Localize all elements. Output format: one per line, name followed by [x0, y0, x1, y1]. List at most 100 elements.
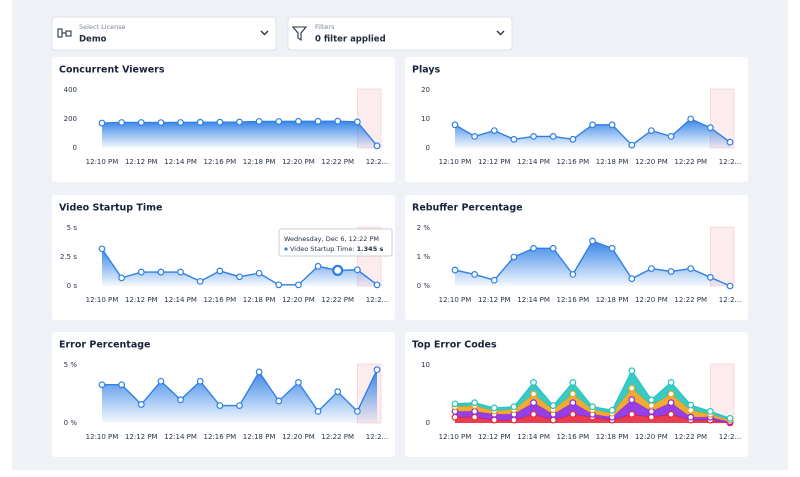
- chart-title: Error Percentage: [59, 340, 151, 351]
- data-point: [157, 119, 165, 127]
- data-point: [295, 281, 302, 289]
- x-tick-label: 12:20 PM: [282, 158, 315, 166]
- data-point: [98, 119, 106, 127]
- data-point: [157, 377, 165, 385]
- x-tick-label: 12:14 PM: [164, 296, 197, 304]
- x-tick-label: 12:16 PM: [557, 158, 590, 166]
- data-point: [177, 119, 184, 126]
- data-point: [118, 381, 126, 389]
- select-value: Demo: [79, 35, 107, 45]
- y-tick-label: 0 %: [417, 282, 431, 290]
- tooltip-line: Video Startup Time: 1.345 s: [290, 245, 383, 253]
- chart-card: [405, 57, 748, 182]
- y-tick-label: 0 s: [67, 282, 78, 290]
- tooltip-box: [278, 228, 393, 257]
- data-point: [648, 265, 655, 273]
- data-point: [510, 403, 518, 411]
- x-tick-label: 12:18 PM: [596, 158, 629, 166]
- data-point: [667, 379, 675, 386]
- data-point: [667, 390, 675, 398]
- data-point: [334, 388, 342, 396]
- x-tick-label: 12:20 PM: [282, 433, 315, 441]
- y-tick-label: 2 %: [417, 224, 431, 232]
- data-point: [510, 253, 518, 261]
- data-point: [490, 404, 498, 412]
- data-point: [628, 275, 636, 283]
- data-point: [687, 413, 695, 421]
- area: [455, 119, 730, 148]
- x-tick-label: 12:12 PM: [125, 433, 158, 441]
- y-tick-label: 2.5 s: [60, 253, 77, 261]
- data-point: [589, 237, 596, 245]
- data-point: [196, 277, 204, 285]
- data-point: [530, 390, 537, 398]
- data-point: [314, 408, 322, 415]
- data-point: [216, 118, 224, 126]
- y-tick-label: 0: [426, 419, 430, 427]
- data-point: [314, 262, 322, 270]
- data-point: [569, 135, 577, 143]
- data-point: [373, 281, 381, 289]
- data-point: [353, 118, 361, 126]
- data-point: [353, 408, 361, 415]
- x-tick-label: 12:10 PM: [86, 433, 119, 441]
- chart-title: Rebuffer Percentage: [412, 203, 523, 214]
- y-tick-label: 10: [421, 115, 430, 123]
- data-point: [706, 408, 714, 415]
- data-point: [216, 267, 224, 275]
- x-tick-label: 12:10 PM: [86, 296, 119, 304]
- data-point: [628, 396, 636, 404]
- data-point: [451, 400, 459, 408]
- data-point: [196, 118, 204, 126]
- x-tick-label: 12:12 PM: [478, 433, 511, 441]
- data-point: [236, 402, 243, 410]
- x-tick-label: 12:12 PM: [478, 158, 511, 166]
- x-tick-label: 12:2...: [719, 433, 741, 441]
- data-point: [118, 274, 126, 282]
- data-point: [137, 401, 145, 408]
- data-point: [549, 244, 557, 252]
- data-point: [177, 268, 184, 276]
- x-tick-label: 12:22 PM: [321, 296, 354, 304]
- x-tick-label: 12:14 PM: [517, 296, 550, 304]
- data-point: [137, 119, 145, 126]
- x-tick-label: 12:22 PM: [674, 158, 707, 166]
- data-point: [530, 379, 537, 386]
- x-tick-label: 12:2...: [366, 296, 388, 304]
- x-tick-label: 12:12 PM: [478, 296, 511, 304]
- filter-icon: [291, 26, 308, 42]
- x-tick-label: 12:10 PM: [439, 158, 472, 166]
- x-tick-label: 12:2...: [366, 433, 388, 441]
- data-point: [726, 414, 734, 422]
- data-point: [157, 268, 165, 276]
- y-tick-label: 1 %: [417, 253, 431, 261]
- data-point: [471, 132, 479, 140]
- chart-title: Video Startup Time: [59, 203, 163, 214]
- select-box[interactable]: [287, 16, 513, 51]
- data-point: [549, 132, 557, 140]
- tooltip-value: 1.345 s: [357, 245, 384, 253]
- data-point: [275, 281, 283, 289]
- y-tick-label: 0: [426, 144, 430, 152]
- data-point: [295, 117, 302, 125]
- filters-select[interactable]: Filters 0 filter applied: [287, 16, 513, 51]
- x-tick-label: 12:18 PM: [596, 433, 629, 441]
- select-box[interactable]: [51, 16, 277, 51]
- x-tick-label: 12:20 PM: [635, 433, 668, 441]
- x-tick-label: 12:10 PM: [439, 296, 472, 304]
- data-point: [236, 118, 243, 126]
- data-point: [295, 379, 302, 386]
- x-tick-label: 12:2...: [719, 158, 741, 166]
- data-point: [255, 118, 263, 125]
- x-tick-label: 12:16 PM: [557, 296, 590, 304]
- data-point: [490, 127, 498, 135]
- data-point: [608, 244, 616, 252]
- y-tick-label: 5 %: [64, 361, 78, 369]
- data-point: [648, 396, 655, 404]
- license-select[interactable]: Select License Demo: [51, 16, 277, 51]
- data-point: [490, 276, 498, 284]
- x-tick-label: 12:18 PM: [243, 433, 276, 441]
- data-point: [471, 271, 479, 278]
- data-point: [118, 119, 126, 126]
